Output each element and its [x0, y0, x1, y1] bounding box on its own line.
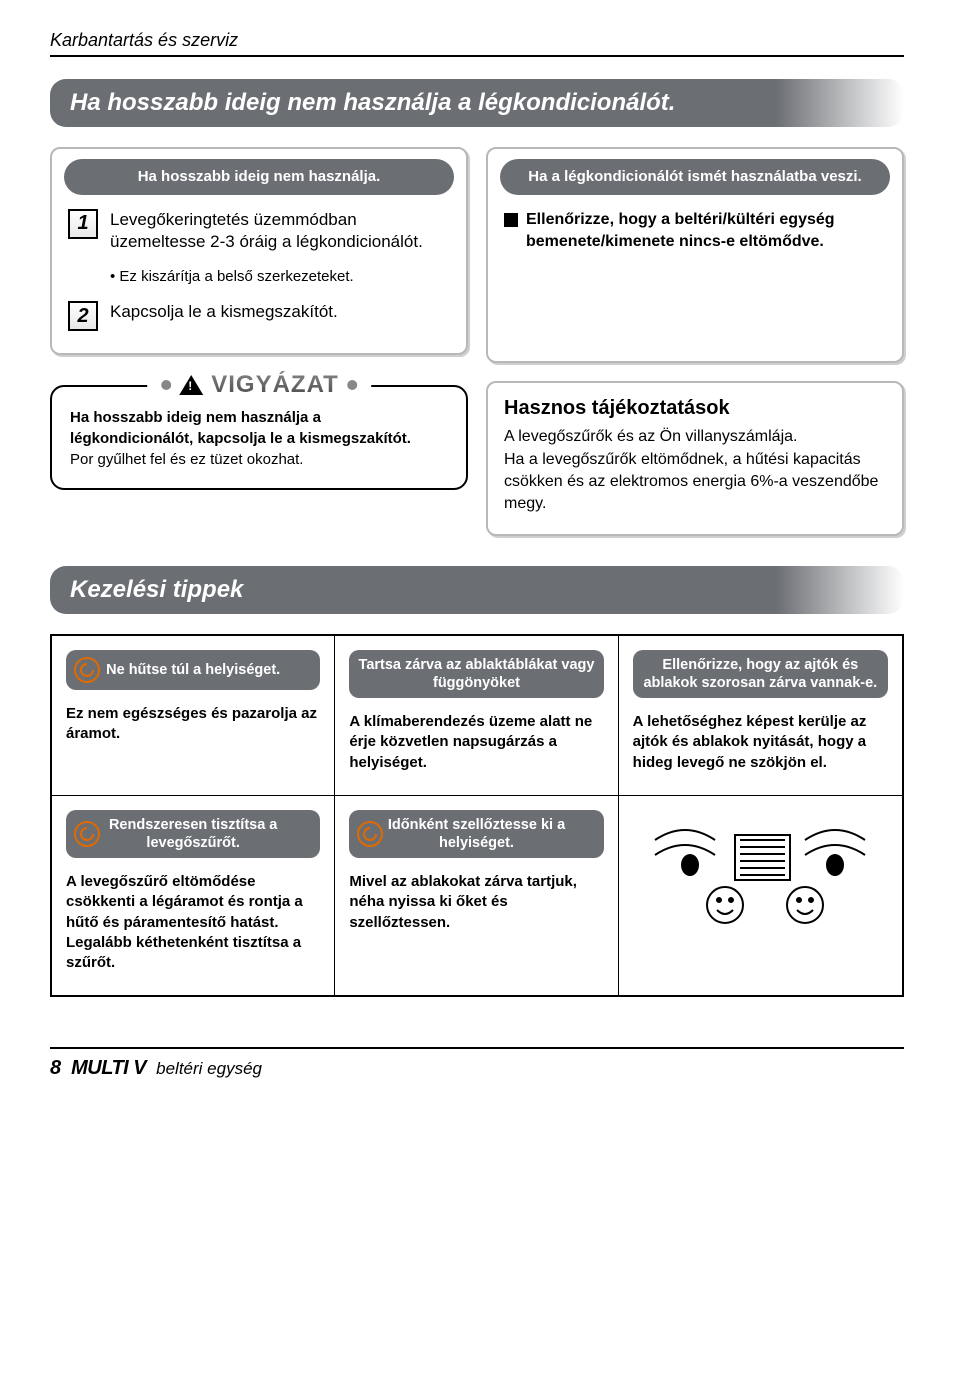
left-panel: Ha hosszabb ideig nem használja. 1 Leveg…	[50, 147, 468, 355]
section-title-2: Kezelési tippek	[50, 566, 904, 614]
caution-rest: Por gyűlhet fel és ez tüzet okozhat.	[70, 451, 303, 468]
ventilation-illustration	[633, 810, 888, 930]
caution-bold: Ha hosszabb ideig nem használja a légkon…	[70, 409, 411, 447]
right-top-pill: Ha a légkondicionálót ismét használatba …	[500, 159, 890, 195]
page-header: Karbantartás és szerviz	[50, 30, 904, 57]
tip-pill-r1c1: Ne hűtse túl a helyiséget.	[66, 650, 320, 690]
tip-pill-r2c2: Időnként szellőztesse ki a helyiséget.	[349, 810, 603, 858]
caution-title-row: VIGYÁZAT	[147, 371, 371, 399]
left-pill: Ha hosszabb ideig nem használja.	[64, 159, 454, 195]
tip-pill-text: Időnként szellőztesse ki a helyiséget.	[357, 816, 595, 852]
tip-body-r2c2: Mivel az ablakokat zárva tartjuk, néha n…	[349, 872, 603, 933]
page-number: 8	[50, 1057, 61, 1080]
tip-cell-r1c1: Ne hűtse túl a helyiséget. Ez nem egészs…	[52, 636, 335, 795]
right-top-panel: Ha a légkondicionálót ismét használatba …	[486, 147, 904, 363]
tip-body-r2c1: A levegőszűrő eltömődése csökkenti a lég…	[66, 872, 320, 973]
step-1-number: 1	[68, 209, 98, 239]
tip-body-r1c3: A lehetőséghez képest kerülje az ajtók é…	[633, 712, 888, 773]
tip-cell-r2c2: Időnként szellőztesse ki a helyiséget. M…	[335, 795, 618, 996]
tip-body-r1c2: A klímaberendezés üzeme alatt ne érje kö…	[349, 712, 603, 773]
info-text: A levegőszűrők és az Ön villanyszámlája.…	[504, 426, 886, 516]
tip-pill-text: Tartsa zárva az ablaktáblákat vagy függö…	[357, 656, 595, 692]
tip-pill-text: Rendszeresen tisztítsa a levegőszűrőt.	[74, 816, 312, 852]
warning-triangle-icon	[179, 375, 203, 395]
step-2-number: 2	[68, 301, 98, 331]
step-1-text: Levegőkeringtetés üzemmódban üzemeltesse…	[110, 209, 450, 255]
tip-cell-r2c3	[619, 795, 902, 996]
info-title: Hasznos tájékoztatások	[504, 397, 886, 420]
tips-table: Ne hűtse túl a helyiséget. Ez nem egészs…	[50, 634, 904, 998]
footer-subtitle: beltéri egység	[156, 1059, 262, 1079]
brand-logo: MULTI V	[71, 1057, 146, 1080]
right-column: Ha a légkondicionálót ismét használatba …	[486, 147, 904, 536]
section-title-1: Ha hosszabb ideig nem használja a légkon…	[50, 79, 904, 127]
tip-cell-r1c3: Ellenőrizze, hogy az ajtók és ablakok sz…	[619, 636, 902, 795]
tip-pill-text: Ne hűtse túl a helyiséget.	[106, 661, 280, 679]
tip-pill-text: Ellenőrizze, hogy az ajtók és ablakok sz…	[641, 656, 880, 692]
swirl-icon	[74, 657, 100, 683]
tip-cell-r2c1: Rendszeresen tisztítsa a levegőszűrőt. A…	[52, 795, 335, 996]
step-1-sub: • Ez kiszárítja a belső szerkezeteket.	[110, 268, 450, 285]
tip-pill-r2c1: Rendszeresen tisztítsa a levegőszűrőt.	[66, 810, 320, 858]
dot-icon	[161, 380, 171, 390]
caution-box: VIGYÁZAT Ha hosszabb ideig nem használja…	[50, 385, 468, 490]
right-top-body: Ellenőrizze, hogy a beltéri/kültéri egys…	[504, 209, 886, 254]
tip-cell-r1c2: Tartsa zárva az ablaktáblákat vagy függö…	[335, 636, 618, 795]
left-column: Ha hosszabb ideig nem használja. 1 Leveg…	[50, 147, 468, 536]
tip-body-r1c1: Ez nem egészséges és pazarolja az áramot…	[66, 704, 320, 745]
dot-icon	[347, 380, 357, 390]
two-column-layout: Ha hosszabb ideig nem használja. 1 Leveg…	[50, 147, 904, 536]
tip-pill-r1c2: Tartsa zárva az ablaktáblákat vagy függö…	[349, 650, 603, 698]
step-2: 2 Kapcsolja le a kismegszakítót.	[68, 301, 450, 331]
swirl-icon	[74, 821, 100, 847]
caution-label: VIGYÁZAT	[211, 371, 339, 399]
swirl-icon	[357, 821, 383, 847]
page-footer: 8 MULTI V beltéri egység	[50, 1047, 904, 1080]
tip-pill-r1c3: Ellenőrizze, hogy az ajtók és ablakok sz…	[633, 650, 888, 698]
step-1: 1 Levegőkeringtetés üzemmódban üzemeltes…	[68, 209, 450, 255]
right-bottom-panel: Hasznos tájékoztatások A levegőszűrők és…	[486, 381, 904, 536]
step-2-text: Kapcsolja le a kismegszakítót.	[110, 301, 338, 324]
caution-body: Ha hosszabb ideig nem használja a légkon…	[70, 407, 448, 470]
